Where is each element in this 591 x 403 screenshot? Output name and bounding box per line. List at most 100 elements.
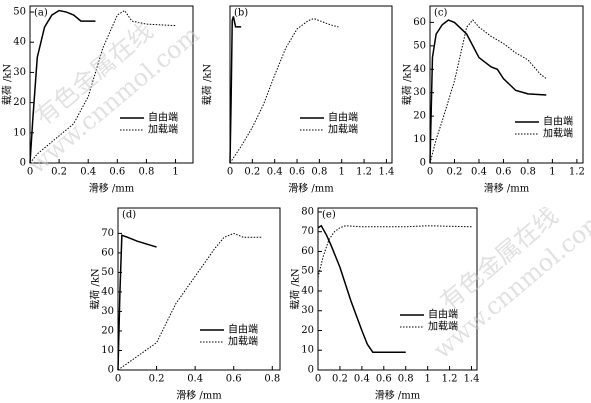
panel-label: (e)	[322, 210, 336, 221]
x-axis-label: 滑移 /mm	[176, 389, 222, 402]
y-tick-label: 70	[301, 226, 314, 237]
y-tick-label: 40	[101, 286, 114, 297]
y-tick-label: 20	[13, 97, 26, 108]
y-tick-label: 50	[13, 7, 26, 18]
legend-label: 自由端	[328, 111, 358, 124]
y-axis-label: 载荷 /kN	[290, 268, 302, 310]
y-tick-label: 50	[101, 267, 114, 278]
x-tick-label: 0.6	[495, 167, 511, 178]
panel-label: (c)	[434, 8, 448, 19]
x-tick-label: 0	[315, 374, 321, 385]
series-line	[29, 9, 176, 164]
legend-label: 自由端	[428, 308, 458, 321]
x-tick-label: 0.6	[376, 374, 392, 385]
legend-label: 自由端	[228, 323, 258, 336]
x-tick-label: 1.2	[356, 167, 372, 178]
series-line	[117, 232, 263, 371]
y-tick-label: 70	[101, 228, 114, 239]
y-tick-label: 20	[101, 325, 114, 336]
series-line	[29, 9, 96, 164]
y-tick-label: 30	[101, 306, 114, 317]
x-tick-label: 0.8	[311, 167, 327, 178]
x-tick-label: 0.4	[267, 167, 283, 178]
x-tick-label: 1	[172, 167, 178, 178]
plot-frame	[229, 5, 393, 164]
x-tick-label: 0.2	[332, 374, 348, 385]
y-tick-label: 40	[13, 37, 26, 48]
x-tick-label: 1	[424, 374, 430, 385]
panel-label: (a)	[34, 8, 48, 19]
y-tick-label: 20	[413, 111, 426, 122]
x-axis-label: 滑移 /mm	[288, 182, 334, 195]
x-tick-label: 0.8	[398, 374, 414, 385]
y-tick-label: 0	[108, 365, 114, 376]
x-tick-label: 0	[227, 167, 233, 178]
series-line	[229, 18, 339, 164]
y-tick-label: 0	[20, 158, 26, 169]
x-tick-label: 0.8	[138, 167, 154, 178]
legend-label: 加载端	[228, 335, 258, 348]
y-tick-label: 10	[13, 127, 26, 138]
y-tick-label: 30	[413, 87, 426, 98]
y-axis-label: 载荷 /kN	[90, 268, 102, 310]
plot-frame	[117, 207, 281, 371]
y-tick-label: 80	[301, 206, 314, 217]
x-tick-label: 1.2	[569, 167, 585, 178]
y-axis-label: 载荷 /kN	[402, 64, 414, 106]
x-axis-label: 滑移 /mm	[484, 182, 530, 195]
series-line	[429, 19, 547, 164]
x-tick-label: 0.8	[520, 167, 536, 178]
x-axis-label: 滑移 /mm	[89, 182, 135, 195]
legend-label: 自由端	[543, 115, 573, 128]
legend-label: 加载端	[148, 123, 178, 136]
legend-label: 加载端	[328, 123, 358, 136]
y-tick-label: 40	[413, 64, 426, 75]
x-tick-label: 0.8	[264, 374, 280, 385]
x-tick-label: 0.4	[354, 374, 370, 385]
y-tick-label: 10	[101, 345, 114, 356]
x-tick-label: 0.4	[80, 167, 96, 178]
series-line	[317, 225, 472, 278]
x-axis-label: 滑移 /mm	[375, 389, 421, 402]
y-tick-label: 40	[301, 285, 314, 296]
series-line	[117, 234, 157, 371]
y-axis-label: 载荷 /kN	[2, 64, 14, 106]
x-tick-label: 0.2	[149, 374, 165, 385]
x-tick-label: 1.2	[442, 374, 458, 385]
y-tick-label: 10	[413, 134, 426, 145]
y-tick-label: 50	[301, 266, 314, 277]
series-line	[429, 19, 547, 164]
legend-label: 自由端	[148, 111, 178, 124]
x-tick-label: 1.4	[464, 374, 480, 385]
x-tick-label: 1.4	[378, 167, 394, 178]
panel-label: (b)	[234, 8, 248, 19]
y-tick-label: 30	[13, 67, 26, 78]
y-tick-label: 20	[301, 325, 314, 336]
y-tick-label: 50	[413, 40, 426, 51]
plot-frame	[29, 5, 194, 164]
x-tick-label: 0.6	[109, 167, 125, 178]
x-tick-label: 0	[27, 167, 33, 178]
series-line	[229, 16, 242, 164]
x-tick-label: 0.4	[187, 374, 203, 385]
x-tick-label: 0.6	[226, 374, 242, 385]
x-tick-label: 1	[339, 167, 345, 178]
plot-frame	[429, 5, 584, 164]
legend-label: 加载端	[543, 127, 573, 140]
x-tick-label: 0	[427, 167, 433, 178]
x-tick-label: 0	[115, 374, 121, 385]
y-axis-label: 载荷 /kN	[202, 64, 214, 106]
y-tick-label: 10	[301, 345, 314, 356]
y-tick-label: 0	[308, 365, 314, 376]
x-tick-label: 0.2	[51, 167, 67, 178]
y-tick-label: 60	[413, 17, 426, 28]
x-tick-label: 1	[549, 167, 555, 178]
x-tick-label: 0.2	[447, 167, 463, 178]
y-tick-label: 0	[420, 158, 426, 169]
y-tick-label: 30	[301, 305, 314, 316]
legend-label: 加载端	[428, 320, 458, 333]
plot-frame	[317, 207, 478, 371]
panel-label: (d)	[122, 210, 136, 221]
x-tick-label: 0.4	[471, 167, 487, 178]
